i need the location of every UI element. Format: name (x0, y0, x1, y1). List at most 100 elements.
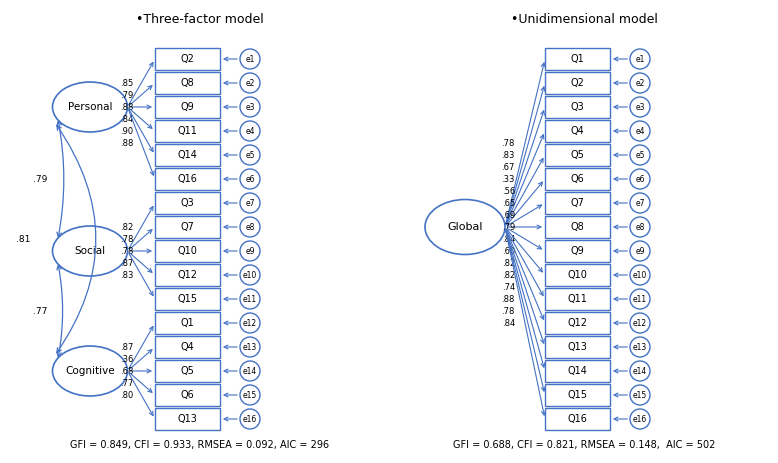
Text: GFI = 0.688, CFI = 0.821, RMSEA = 0.148,  AIC = 502: GFI = 0.688, CFI = 0.821, RMSEA = 0.148,… (453, 440, 715, 450)
Text: Cognitive: Cognitive (65, 366, 115, 376)
Text: Q7: Q7 (180, 222, 194, 232)
Text: Q7: Q7 (570, 198, 584, 208)
Text: .74: .74 (502, 282, 515, 292)
Text: .36: .36 (120, 355, 133, 363)
Text: Q6: Q6 (570, 174, 584, 184)
Text: .78: .78 (120, 246, 133, 256)
Text: Q8: Q8 (180, 78, 194, 88)
Text: Q14: Q14 (568, 366, 587, 376)
Text: .88: .88 (120, 102, 133, 112)
Text: e8: e8 (245, 223, 254, 232)
Text: Q13: Q13 (568, 342, 587, 352)
Text: Q9: Q9 (570, 246, 584, 256)
Text: .77: .77 (33, 307, 47, 315)
Text: Q4: Q4 (180, 342, 194, 352)
Text: Q10: Q10 (177, 246, 198, 256)
Text: .68: .68 (120, 367, 133, 375)
Text: e10: e10 (633, 270, 647, 280)
Text: .65: .65 (502, 199, 515, 207)
Text: e13: e13 (243, 343, 257, 351)
Text: e1: e1 (636, 55, 645, 63)
Text: Q1: Q1 (570, 54, 584, 64)
Text: Q5: Q5 (570, 150, 584, 160)
Text: .83: .83 (120, 270, 133, 280)
Text: .84: .84 (502, 319, 515, 327)
Text: e7: e7 (636, 199, 645, 207)
Text: .83: .83 (502, 150, 515, 159)
Text: .82: .82 (120, 223, 133, 232)
Text: Q2: Q2 (570, 78, 584, 88)
Text: e7: e7 (245, 199, 254, 207)
Text: Global: Global (447, 222, 483, 232)
Text: Q4: Q4 (570, 126, 584, 136)
Text: Q3: Q3 (570, 102, 584, 112)
Text: Q8: Q8 (570, 222, 584, 232)
Text: .79: .79 (33, 175, 47, 183)
Text: e15: e15 (243, 390, 257, 400)
Text: Personal: Personal (68, 102, 112, 112)
Text: e16: e16 (633, 414, 647, 424)
Text: e4: e4 (245, 126, 254, 136)
Text: e6: e6 (245, 175, 254, 183)
Text: .90: .90 (120, 126, 133, 136)
Text: .79: .79 (502, 223, 515, 232)
Text: e9: e9 (245, 246, 254, 256)
Text: .87: .87 (120, 258, 133, 268)
Text: Social: Social (75, 246, 106, 256)
Text: •Unidimensional model: •Unidimensional model (510, 13, 657, 26)
Text: Q3: Q3 (180, 198, 194, 208)
Text: .79: .79 (120, 90, 133, 100)
Text: .60: .60 (502, 246, 515, 256)
Text: e3: e3 (636, 102, 645, 112)
Text: .33: .33 (502, 175, 515, 183)
Text: Q16: Q16 (177, 174, 198, 184)
Text: Q5: Q5 (180, 366, 194, 376)
Text: Q11: Q11 (568, 294, 587, 304)
Text: Q13: Q13 (177, 414, 198, 424)
Text: .82: .82 (502, 270, 515, 280)
Text: e13: e13 (633, 343, 647, 351)
Text: .88: .88 (120, 138, 133, 148)
Text: •Three-factor model: •Three-factor model (136, 13, 264, 26)
Text: .82: .82 (502, 258, 515, 268)
Text: .67: .67 (502, 163, 515, 171)
Text: e12: e12 (243, 319, 257, 327)
Text: .81: .81 (16, 234, 30, 244)
Text: .78: .78 (120, 234, 133, 244)
Text: e11: e11 (243, 294, 257, 304)
Text: Q2: Q2 (180, 54, 194, 64)
Text: .84: .84 (502, 234, 515, 244)
Text: e9: e9 (636, 246, 645, 256)
Text: Q16: Q16 (568, 414, 587, 424)
Text: e8: e8 (636, 223, 645, 232)
Text: .78: .78 (502, 307, 515, 315)
Text: .77: .77 (120, 378, 133, 388)
Text: .78: .78 (502, 138, 515, 148)
Text: Q12: Q12 (177, 270, 198, 280)
Text: e12: e12 (633, 319, 647, 327)
Text: e16: e16 (243, 414, 257, 424)
Text: e1: e1 (245, 55, 254, 63)
Text: e5: e5 (636, 150, 645, 159)
Text: Q1: Q1 (180, 318, 194, 328)
Text: Q6: Q6 (180, 390, 194, 400)
Text: e4: e4 (636, 126, 645, 136)
Text: Q10: Q10 (568, 270, 587, 280)
Text: e14: e14 (243, 367, 257, 375)
Text: Q9: Q9 (180, 102, 194, 112)
Text: Q11: Q11 (177, 126, 198, 136)
Text: .56: .56 (502, 187, 515, 195)
Text: e2: e2 (245, 79, 254, 88)
Text: e3: e3 (245, 102, 254, 112)
Text: .84: .84 (120, 114, 133, 124)
Text: e2: e2 (636, 79, 645, 88)
Text: Q14: Q14 (177, 150, 198, 160)
Text: Q15: Q15 (567, 390, 587, 400)
Text: Q12: Q12 (567, 318, 587, 328)
Text: Q15: Q15 (177, 294, 198, 304)
Text: .69: .69 (502, 211, 515, 219)
Text: .80: .80 (120, 390, 133, 400)
Text: .88: .88 (502, 294, 515, 304)
Text: e15: e15 (633, 390, 647, 400)
Text: .87: .87 (120, 343, 133, 351)
